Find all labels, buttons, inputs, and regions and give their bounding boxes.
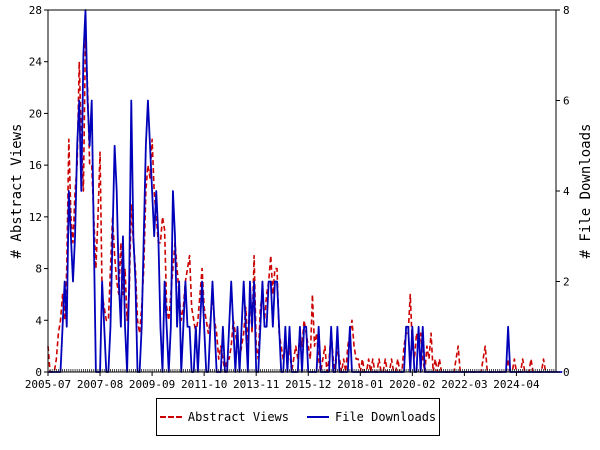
y-right-tick-label: 8 [563,4,570,17]
series-line-file-downloads [48,9,563,373]
x-tick-label: 2013-11 [233,378,279,391]
y-left-tick-label: 12 [29,211,42,224]
y-right-tick-label: 0 [563,366,570,379]
y-left-tick-label: 28 [29,4,42,17]
y-left-tick-label: 24 [29,56,43,69]
y-left-tick-label: 4 [35,314,42,327]
legend-swatch-abstract-views [159,416,182,418]
x-tick-label: 2007-08 [77,378,123,391]
legend-label-file-downloads: File Downloads [335,410,437,424]
legend-item-abstract-views: Abstract Views [159,410,289,424]
y-left-tick-label: 16 [29,159,42,172]
y-right-title: # File Downloads [578,124,594,259]
legend-item-file-downloads: File Downloads [307,410,436,424]
x-tick-label: 2018-01 [337,378,383,391]
y-right-tick-label: 4 [563,185,570,198]
x-tick-label: 2005-07 [25,378,71,391]
legend-swatch-file-downloads [307,416,329,418]
x-tick-label: 2022-03 [441,378,487,391]
y-left-tick-label: 8 [35,263,42,276]
x-tick-label: 2020-02 [389,378,435,391]
x-tick-label: 2009-09 [129,378,175,391]
legend: Abstract Views File Downloads [156,398,440,436]
y-right-tick-label: 2 [563,276,570,289]
series-line-abstract-views [47,35,550,373]
y-left-title: # Abstract Views [9,124,25,259]
x-tick-label: 2024-04 [493,378,540,391]
x-tick-label: 2015-12 [285,378,331,391]
y-right-tick-label: 6 [563,95,570,108]
x-tick-label: 2011-10 [181,378,227,391]
y-left-tick-label: 20 [29,107,42,120]
legend-label-abstract-views: Abstract Views [187,410,289,424]
y-left-tick-label: 0 [35,366,42,379]
